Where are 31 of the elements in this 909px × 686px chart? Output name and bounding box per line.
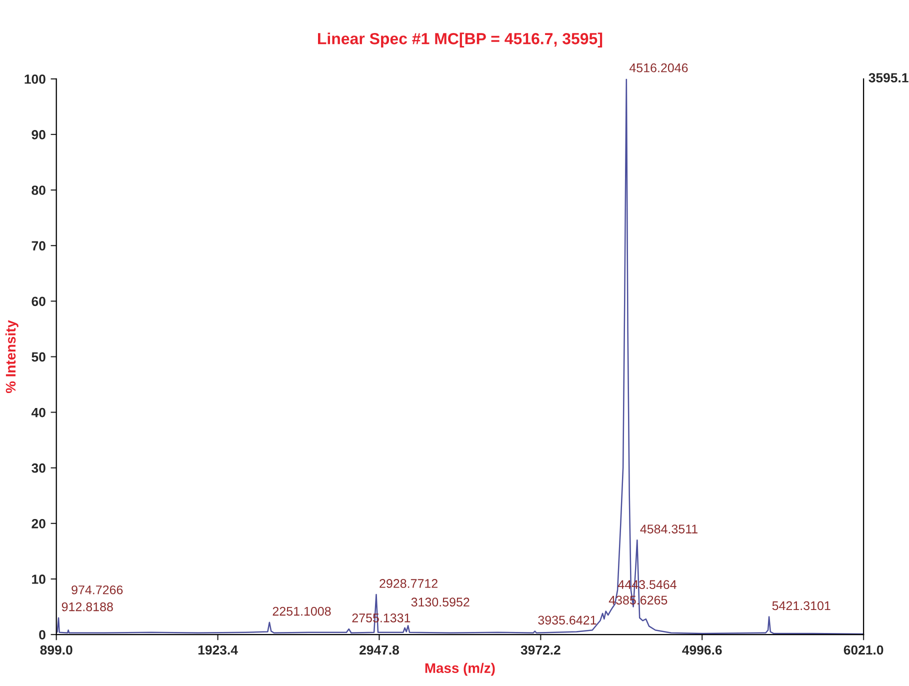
x-tick-label: 3972.2 xyxy=(520,645,560,655)
annotation: 2251.1008 xyxy=(272,606,331,616)
annotation: 2928.7712 xyxy=(380,579,438,588)
x-tick-label: 6021.0 xyxy=(844,645,884,655)
y-tick-label: 60 xyxy=(32,296,46,306)
y-tick-label: 10 xyxy=(32,574,46,584)
y-tick-label: 70 xyxy=(32,241,46,250)
y-tick-label: 100 xyxy=(24,74,46,84)
y-tick-label: 30 xyxy=(32,463,46,473)
x-tick-label: 4996.6 xyxy=(682,645,722,655)
x-axis-title: Mass (m/z) xyxy=(425,662,495,676)
y-axis-title: % Intensity xyxy=(5,320,18,394)
annotation: 5421.3101 xyxy=(772,601,830,610)
annotation: 912.8188 xyxy=(62,602,113,612)
line-series xyxy=(56,78,864,635)
chart-title: Linear Spec #1 MC[BP = 4516.7, 3595] xyxy=(318,32,602,48)
y-tick-label: 50 xyxy=(32,352,46,362)
x-tick-label: 899.0 xyxy=(40,645,72,655)
annotation: 3130.5952 xyxy=(411,598,470,607)
y-tick-label: 40 xyxy=(31,408,46,418)
annotation: 974.7266 xyxy=(72,585,123,594)
text: 3595.1 xyxy=(868,73,908,82)
annotation: 4584.3511 xyxy=(640,524,698,534)
x-tick-label: 2947.8 xyxy=(360,645,400,655)
y-tick-label: 90 xyxy=(32,130,46,140)
y-tick-label: 0 xyxy=(39,630,46,640)
annotation: 3935.6421 xyxy=(538,616,596,625)
y-tick-label: 80 xyxy=(32,186,46,195)
y-tick-label: 20 xyxy=(32,518,46,528)
x-tick-label: 1923.4 xyxy=(198,645,238,655)
annotation: 4516.2046 xyxy=(629,63,688,72)
